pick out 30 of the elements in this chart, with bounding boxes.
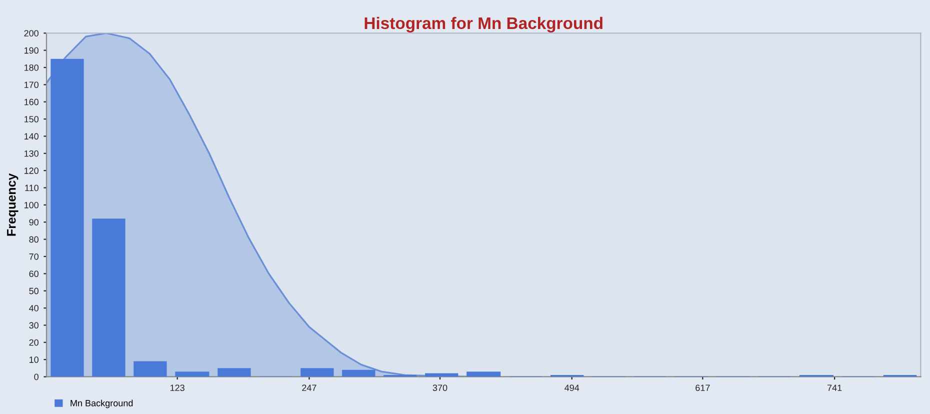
y-tick-label: 100	[24, 202, 39, 208]
y-tick-label: 90	[29, 219, 39, 226]
y-tick-label: 40	[29, 304, 39, 312]
y-axis-title: Frequency	[7, 173, 18, 236]
y-tick-label: 160	[24, 98, 39, 106]
y-tick-label: 110	[25, 184, 39, 192]
x-tick-label: 247	[302, 384, 316, 391]
y-tick-label: 190	[24, 47, 39, 54]
x-tick-label: 123	[170, 384, 184, 392]
y-tick-label: 120	[24, 168, 39, 174]
y-tick-label: 0	[34, 374, 39, 380]
y-tick-label: 10	[30, 356, 39, 363]
y-tick-label: 140	[24, 133, 39, 140]
y-tick-label: 180	[24, 64, 39, 71]
chart-title: Histogram for Mn Background	[364, 16, 602, 32]
y-tick-label: 70	[29, 253, 39, 260]
y-tick-label: 170	[24, 82, 39, 88]
y-tick-label: 30	[29, 322, 39, 329]
y-tick-label: 200	[24, 30, 39, 36]
x-tick-label: 617	[696, 384, 710, 392]
y-tick-label: 150	[24, 116, 39, 122]
y-tick-label: 130	[24, 150, 39, 157]
x-tick-label: 741	[827, 384, 842, 391]
legend-label: Mn Background	[70, 400, 133, 408]
x-tick-label: 370	[432, 384, 448, 392]
x-tick-label: 494	[564, 384, 580, 392]
y-tick-label: 50	[29, 288, 39, 294]
y-tick-label: 20	[29, 339, 39, 346]
y-tick-label: 80	[29, 236, 39, 243]
y-tick-label: 60	[29, 270, 39, 278]
